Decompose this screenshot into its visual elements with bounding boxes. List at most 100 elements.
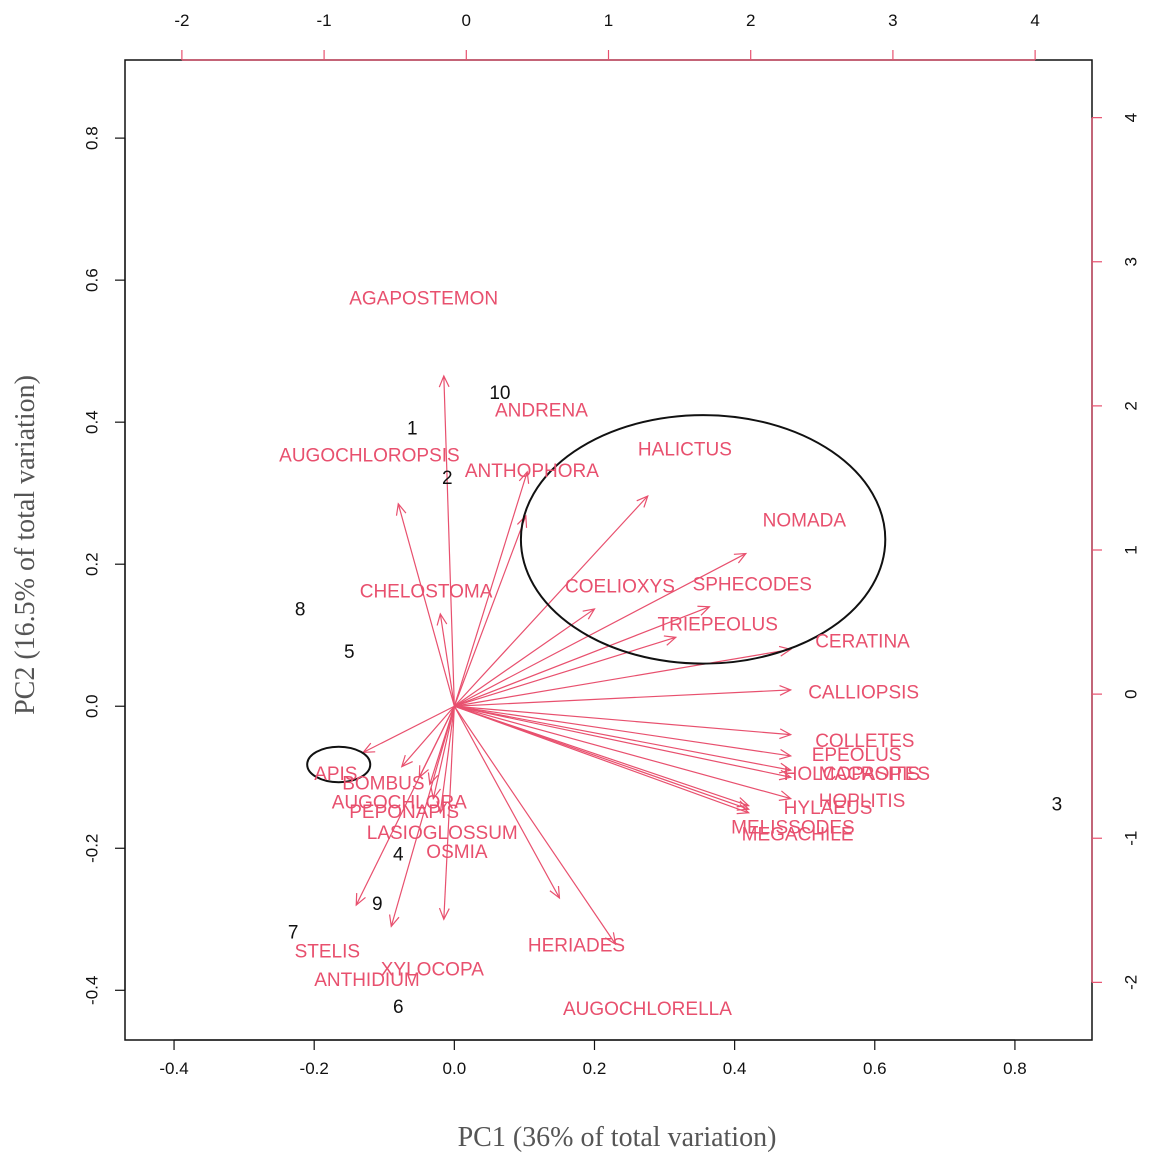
variable-label: APIS: [314, 764, 357, 785]
loading-arrow: [395, 502, 455, 707]
variable-label: SPHECODES: [693, 575, 812, 596]
variable-label: NOMADA: [763, 511, 847, 532]
loading-arrow: [400, 705, 455, 768]
right-tick-label: -2: [1121, 975, 1140, 990]
left-tick-label: 0.0: [82, 694, 101, 718]
left-tick-label: 0.2: [82, 552, 101, 576]
variable-label: CERATINA: [815, 631, 910, 652]
loading-arrow: [454, 705, 793, 760]
observation-label: 1: [407, 418, 418, 439]
right-tick-label: 1: [1121, 545, 1140, 554]
right-tick-label: 3: [1121, 257, 1140, 266]
left-tick-label: 0.8: [82, 126, 101, 150]
top-tick-label: 3: [888, 11, 897, 30]
variable-label: HERIADES: [528, 935, 625, 956]
loading-arrow: [436, 706, 455, 815]
observation-label: 7: [288, 922, 299, 943]
top-tick-label: -1: [317, 11, 332, 30]
variable-label: MACROPIS: [819, 764, 920, 785]
observation-label: 6: [393, 997, 404, 1018]
observation-label: 9: [372, 894, 383, 915]
variable-label: HOPLITIS: [819, 791, 906, 812]
variable-label: OSMIA: [426, 842, 488, 863]
y-axis-title: PC2 (16.5% of total variation): [10, 375, 41, 715]
left-tick-label: 0.4: [82, 410, 101, 434]
variable-label: COELIOXYS: [565, 577, 675, 598]
variable-label: LASIOGLOSSUM: [367, 823, 518, 844]
loading-arrow: [438, 706, 455, 921]
variable-label: AUGOCHLORA: [332, 793, 467, 814]
top-tick-label: 2: [746, 11, 755, 30]
variable-label: HYLAEUS: [784, 798, 873, 819]
variable-label: AUGOCHLORELLA: [563, 999, 732, 1020]
variable-label: COLLETES: [815, 731, 914, 752]
loading-arrow: [453, 514, 528, 707]
observation-labels: 1 2 3 4 5 6 7 8 9 10: [288, 383, 1062, 1018]
right-tick-label: 0: [1121, 689, 1140, 698]
bottom-tick-label: -0.4: [159, 1059, 188, 1078]
variable-label: MEGACHILE: [742, 824, 854, 845]
observation-label: 10: [489, 383, 510, 404]
left-tick-label: -0.2: [82, 834, 101, 863]
plot-frame: [124, 59, 1093, 1041]
bottom-axis: -0.4 -0.2 0.0 0.2 0.4 0.6 0.8: [159, 1039, 1027, 1078]
loading-arrow: [454, 635, 678, 707]
top-tick-label: 4: [1030, 11, 1039, 30]
bottom-tick-label: 0.0: [443, 1059, 467, 1078]
variable-label: TRIEPEOLUS: [658, 614, 778, 635]
observation-label: 5: [344, 642, 355, 663]
left-axis: -0.4 -0.2 0.0 0.2 0.4 0.6 0.8: [82, 126, 126, 1005]
observation-label: 4: [393, 844, 404, 865]
variable-label: XYLOCOPA: [381, 959, 484, 980]
right-tick-label: 4: [1121, 113, 1140, 122]
loading-arrow: [454, 705, 793, 740]
variable-label: ANDRENA: [495, 401, 588, 422]
loading-arrow: [454, 552, 748, 707]
top-tick-label: -2: [174, 11, 189, 30]
variable-label: HALICTUS: [638, 440, 732, 461]
loading-arrow: [453, 470, 530, 707]
variable-label: AGAPOSTEMON: [349, 288, 498, 309]
observation-label: 3: [1052, 795, 1063, 816]
variable-label: BOMBUS: [342, 773, 424, 794]
highlight-ellipses: [306, 414, 887, 784]
observation-label: 8: [295, 599, 306, 620]
variable-label: STELIS: [295, 942, 360, 963]
loading-arrow: [436, 612, 455, 707]
variable-label: PEPONAPIS: [349, 802, 459, 823]
loading-arrow: [453, 608, 596, 707]
top-tick-label: 0: [462, 11, 471, 30]
variable-label: MELISSODES: [731, 817, 855, 838]
loading-arrow: [388, 706, 455, 928]
variable-labels: AGAPOSTEMON ANDRENA AUGOCHLOROPSISANTHOPHO…: [279, 288, 930, 1020]
loading-arrow: [453, 705, 617, 946]
variable-label: CALLIOPSIS: [808, 682, 919, 703]
variable-label: HOLCOPASITES: [784, 764, 930, 785]
loading-arrow: [454, 605, 711, 707]
highlight-ellipse: [306, 745, 372, 784]
left-tick-label: 0.6: [82, 268, 101, 292]
right-axis: -2 -1 0 1 2 3 4: [1091, 113, 1140, 990]
loading-arrow: [453, 494, 649, 707]
top-axis: -2 -1 0 1 2 3 4: [174, 11, 1040, 61]
bottom-tick-label: 0.6: [863, 1059, 887, 1078]
observation-label: 2: [442, 468, 453, 489]
variable-label: CHELOSTOMA: [360, 582, 493, 603]
variable-label: ANTHOPHORA: [465, 461, 599, 482]
loading-arrow: [454, 684, 793, 707]
loading-arrow: [454, 705, 751, 815]
right-tick-label: -1: [1121, 831, 1140, 846]
loading-arrow: [454, 705, 793, 781]
variable-label: AUGOCHLOROPSIS: [279, 445, 460, 466]
bottom-tick-label: 0.2: [583, 1059, 607, 1078]
highlight-ellipse: [519, 414, 887, 665]
bottom-tick-label: -0.2: [300, 1059, 329, 1078]
loading-arrow: [355, 705, 455, 907]
loading-arrow: [438, 374, 455, 707]
loading-arrow: [454, 705, 793, 801]
variable-label: ANTHIDIUM: [314, 970, 420, 991]
variable-label: EPEOLUS: [812, 745, 902, 766]
right-tick-label: 2: [1121, 401, 1140, 410]
bottom-tick-label: 0.4: [723, 1059, 747, 1078]
